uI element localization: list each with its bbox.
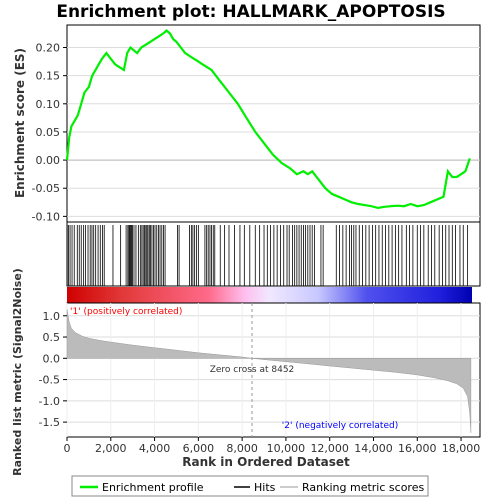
colorbar-gradient: [67, 287, 472, 303]
legend: Enrichment profile Hits Ranking metric s…: [71, 475, 429, 497]
es-y-tick-label: -0.05: [32, 182, 60, 195]
rank-y-axis-label: Ranked list metric (Signal2Noise): [11, 268, 24, 476]
x-tick-label: 6,000: [183, 442, 215, 455]
x-tick-label: 12,000: [310, 442, 349, 455]
hit-lines: [66, 225, 469, 286]
es-grid: [67, 47, 480, 217]
es-panel: 0.20 0.15 0.10 0.05 0.00 -0.05 -0.10 Enrichmen…: [13, 24, 481, 223]
x-tick-label: 14,000: [354, 442, 393, 455]
correlation-colorbar: [67, 287, 472, 303]
es-y-ticks: 0.20 0.15 0.10 0.05 0.00 -0.05 -0.10: [32, 42, 67, 223]
negative-correlation-label: '2' (negatively correlated): [282, 421, 398, 431]
x-tick-label: 18,000: [442, 442, 481, 455]
rank-y-ticks: 1.0 0.5 0.0 -0.5 -1.0 -1.5: [39, 310, 67, 429]
rank-grid: [66, 303, 480, 437]
x-axis-label: Rank in Ordered Dataset: [182, 455, 350, 469]
es-y-tick-label: -0.10: [32, 210, 60, 223]
rank-y-tick-label: -1.5: [39, 416, 60, 429]
rank-y-tick-label: 0.0: [43, 352, 61, 365]
x-tick-label: 4,000: [139, 442, 171, 455]
positive-correlation-label: '1' (positively correlated): [70, 307, 182, 317]
legend-profile-label: Enrichment profile: [102, 481, 204, 494]
es-y-tick-label: 0.20: [36, 42, 61, 55]
rank-y-tick-label: 0.5: [43, 331, 61, 344]
rank-metric-panel: 1.0 0.5 0.0 -0.5 -1.0 -1.5 0 2,000 4,000 6,000 8,…: [11, 268, 481, 476]
rank-y-tick-label: -1.0: [39, 395, 60, 408]
ranking-metric-area: [66, 309, 472, 433]
rank-y-tick-label: -0.5: [39, 374, 60, 387]
hits-panel: [66, 221, 481, 287]
legend-box: [71, 475, 429, 497]
es-y-tick-label: 0.00: [36, 154, 61, 167]
enrichment-profile-line: [65, 29, 471, 210]
x-tick-label: 16,000: [398, 442, 437, 455]
chart-title: Enrichment plot: HALLMARK_APOPTOSIS: [56, 2, 445, 22]
legend-ranking-label: Ranking metric scores: [302, 481, 424, 494]
es-y-tick-label: 0.10: [36, 98, 61, 111]
es-y-tick-label: 0.15: [36, 70, 61, 83]
x-tick-label: 0: [64, 442, 71, 455]
zero-cross-label: Zero cross at 8452: [210, 365, 295, 375]
rank-x-ticks: 0 2,000 4,000 6,000 8,000 10,000 12,000 14,000 1…: [64, 437, 481, 455]
x-tick-label: 10,000: [267, 442, 306, 455]
x-tick-label: 8,000: [226, 442, 258, 455]
es-y-tick-label: 0.05: [36, 126, 61, 139]
legend-hits-label: Hits: [254, 481, 276, 494]
rank-y-tick-label: 1.0: [43, 310, 61, 323]
es-plot-area: [66, 24, 481, 223]
es-y-axis-label: Enrichment score (ES): [13, 48, 27, 198]
x-tick-label: 2,000: [95, 442, 127, 455]
